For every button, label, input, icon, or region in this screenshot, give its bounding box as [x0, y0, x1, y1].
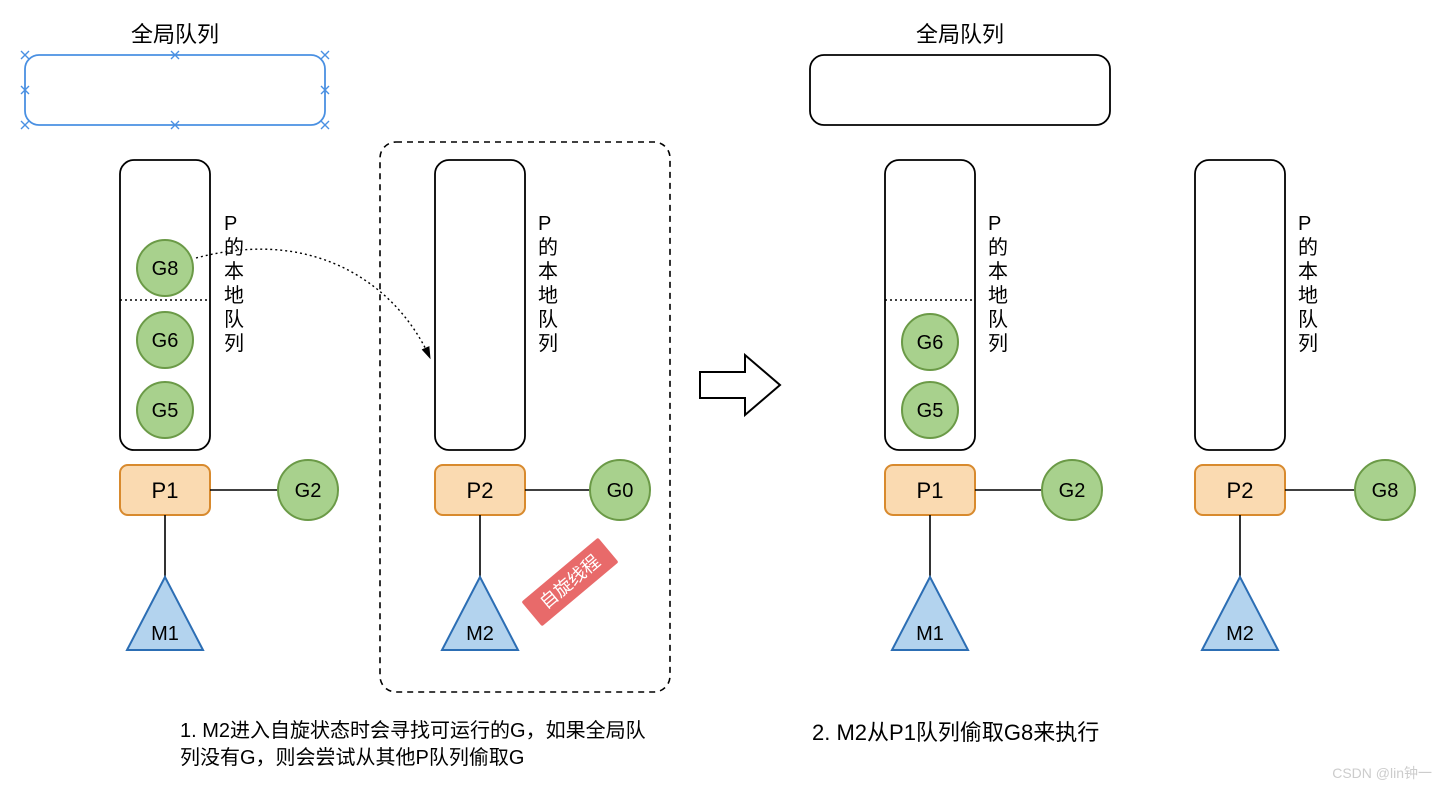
svg-text:本: 本 — [1298, 260, 1318, 283]
svg-text:M2: M2 — [1226, 623, 1254, 645]
m2-left: M2 — [442, 577, 518, 650]
label-p-local-right-1: P 的 本 地 队 列 — [988, 213, 1008, 355]
transition-arrow — [700, 355, 780, 415]
global-queue-left — [25, 55, 325, 125]
svg-text:队: 队 — [538, 308, 558, 331]
svg-text:本: 本 — [224, 260, 244, 283]
svg-text:P: P — [538, 213, 551, 235]
spin-badge: 自旋线程 — [521, 538, 618, 627]
m1-left: M1 — [127, 577, 203, 650]
g0-left: G0 — [590, 460, 650, 520]
svg-text:M1: M1 — [916, 623, 944, 645]
svg-text:P: P — [224, 213, 237, 235]
g5-left: G5 — [137, 382, 193, 438]
svg-text:列: 列 — [1298, 332, 1318, 355]
svg-text:队: 队 — [224, 308, 244, 331]
svg-text:P: P — [1298, 213, 1311, 235]
svg-text:地: 地 — [1298, 284, 1318, 307]
p2-label-right: P2 — [1227, 478, 1254, 503]
svg-text:G8: G8 — [1372, 480, 1399, 502]
m1-right: M1 — [892, 577, 968, 650]
p2-local-queue-right — [1195, 160, 1285, 450]
g6-right: G6 — [902, 314, 958, 370]
caption-left: 1. M2进入自旋状态时会寻找可运行的G，如果全局队列没有G，则会尝试从其他P队… — [180, 718, 660, 772]
label-p-local-right-2: P 的 本 地 队 列 — [1298, 213, 1318, 355]
g8-right: G8 — [1355, 460, 1415, 520]
svg-text:G2: G2 — [1059, 480, 1086, 502]
svg-text:G5: G5 — [152, 400, 179, 422]
g2-left: G2 — [278, 460, 338, 520]
g6-left: G6 — [137, 312, 193, 368]
svg-text:G2: G2 — [295, 480, 322, 502]
svg-text:G5: G5 — [917, 400, 944, 422]
svg-text:地: 地 — [538, 284, 558, 307]
svg-text:本: 本 — [538, 260, 558, 283]
g8-left: G8 — [137, 240, 193, 296]
svg-text:的: 的 — [538, 236, 558, 259]
svg-text:M1: M1 — [151, 623, 179, 645]
svg-text:列: 列 — [538, 332, 558, 355]
svg-text:队: 队 — [1298, 308, 1318, 331]
svg-text:队: 队 — [988, 308, 1008, 331]
svg-text:的: 的 — [1298, 236, 1318, 259]
svg-text:的: 的 — [988, 236, 1008, 259]
svg-text:的: 的 — [224, 236, 244, 259]
svg-text:本: 本 — [988, 260, 1008, 283]
svg-text:列: 列 — [988, 332, 1008, 355]
svg-text:M2: M2 — [466, 623, 494, 645]
svg-text:列: 列 — [224, 332, 244, 355]
label-p-local-left-2: P 的 本 地 队 列 — [538, 213, 558, 355]
p2-label-left: P2 — [467, 478, 494, 503]
svg-text:P: P — [988, 213, 1001, 235]
m2-right: M2 — [1202, 577, 1278, 650]
global-queue-title-right: 全局队列 — [916, 22, 1004, 47]
global-queue-right — [810, 55, 1110, 125]
label-p-local-left-1: P 的 本 地 队 列 — [224, 213, 244, 355]
svg-text:地: 地 — [988, 284, 1008, 307]
svg-text:G6: G6 — [917, 332, 944, 354]
global-queue-title-left: 全局队列 — [131, 22, 219, 47]
g2-right: G2 — [1042, 460, 1102, 520]
p2-local-queue-left — [435, 160, 525, 450]
p1-label-right: P1 — [917, 478, 944, 503]
g5-right: G5 — [902, 382, 958, 438]
watermark: CSDN @lin钟一 — [1332, 765, 1432, 781]
svg-text:G8: G8 — [152, 258, 179, 280]
svg-text:G6: G6 — [152, 330, 179, 352]
p1-label-left: P1 — [152, 478, 179, 503]
caption-right: 2. M2从P1队列偷取G8来执行 — [812, 720, 1099, 745]
svg-text:地: 地 — [224, 284, 244, 307]
svg-text:G0: G0 — [607, 480, 634, 502]
